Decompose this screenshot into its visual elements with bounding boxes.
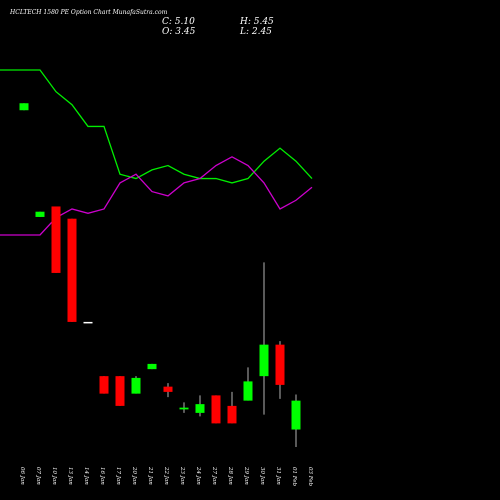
x-tick-label: 01 Feb <box>291 467 297 487</box>
indicator-line-1 <box>0 69 313 184</box>
x-tick-label: 29 Jan <box>243 466 249 485</box>
candle-body <box>131 377 141 394</box>
candle-body <box>211 395 221 424</box>
x-tick-label: 13 Jan <box>67 467 73 485</box>
x-tick-label: 27 Jan <box>211 466 217 485</box>
candle-body <box>291 400 301 430</box>
x-tick-label: 03 Feb <box>307 467 313 487</box>
x-tick-label: 20 Jan <box>131 466 137 485</box>
x-tick-label: 31 Jan <box>275 467 281 485</box>
x-tick-label: 10 Jan <box>51 467 57 485</box>
candle-body <box>51 206 61 273</box>
candle-body <box>83 321 93 324</box>
x-tick-label: 16 Jan <box>99 467 105 485</box>
chart-title: HCLTECH 1580 PE Option Chart MunafaSutra… <box>10 9 168 16</box>
candle-body <box>147 363 157 370</box>
candle-body <box>243 381 253 401</box>
open-label: O: 3.45 <box>162 27 196 37</box>
x-tick-label: 23 Jan <box>179 466 185 485</box>
x-tick-label: 28 Jan <box>227 466 233 485</box>
candle-body <box>115 376 125 406</box>
close-label: C: 5.10 <box>162 17 195 27</box>
candle-body <box>163 386 173 392</box>
candle-body <box>195 404 205 413</box>
candle-body <box>275 344 285 385</box>
x-tick-label: 30 Jan <box>259 467 265 485</box>
high-label: H: 5.45 <box>240 17 274 27</box>
x-tick-label: 22 Jan <box>163 466 169 485</box>
candle-body <box>99 376 109 394</box>
low-label: L: 2.45 <box>240 27 272 37</box>
candle-body <box>179 407 189 410</box>
x-tick-label: 21 Jan <box>147 466 153 485</box>
candle-body <box>67 218 77 322</box>
candle-body <box>35 211 45 217</box>
candle-body <box>19 103 29 111</box>
x-tick-label: 17 Jan <box>115 467 121 485</box>
x-tick-label: 06 Jan <box>19 467 25 485</box>
x-tick-label: 14 Jan <box>83 467 89 485</box>
candle-body <box>227 405 237 424</box>
x-tick-label: 07 Jan <box>35 467 41 485</box>
x-tick-label: 24 Jan <box>195 466 201 485</box>
candle-body <box>259 344 269 377</box>
